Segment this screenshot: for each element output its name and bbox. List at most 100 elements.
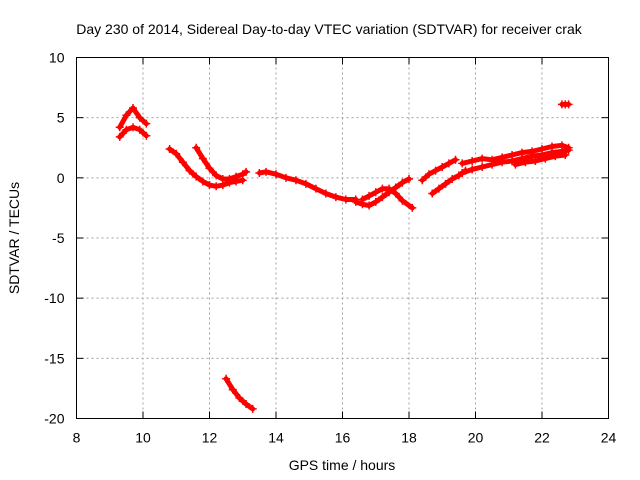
data-point xyxy=(192,143,201,152)
y-tick-label: -15 xyxy=(44,350,64,366)
data-point xyxy=(122,111,131,120)
data-point xyxy=(212,171,221,180)
chart-title: Day 230 of 2014, Sidereal Day-to-day VTE… xyxy=(76,21,582,37)
x-tick-label: 24 xyxy=(601,430,617,446)
x-tick-label: 22 xyxy=(534,430,550,446)
grid-lines xyxy=(76,57,609,419)
data-points xyxy=(115,100,573,413)
data-point xyxy=(272,170,280,179)
data-point xyxy=(142,119,151,128)
data-point xyxy=(331,193,340,202)
x-tick-label: 20 xyxy=(468,430,484,446)
data-point xyxy=(398,178,407,187)
data-point xyxy=(385,184,394,193)
data-point xyxy=(351,197,360,206)
data-point xyxy=(165,144,174,153)
data-point xyxy=(518,148,527,157)
data-point xyxy=(198,154,207,163)
data-series-arc-n xyxy=(557,100,573,109)
data-point xyxy=(448,175,457,184)
x-tick-label: 16 xyxy=(335,430,351,446)
data-point xyxy=(438,163,447,172)
data-point xyxy=(458,169,467,178)
data-point xyxy=(365,191,374,200)
data-point xyxy=(371,197,380,206)
data-point xyxy=(531,156,540,165)
data-point xyxy=(378,193,387,202)
data-point xyxy=(135,125,144,134)
data-point xyxy=(341,195,350,204)
x-axis-label: GPS time / hours xyxy=(289,457,396,473)
data-point xyxy=(541,154,550,163)
data-point xyxy=(262,167,271,176)
data-point xyxy=(431,166,440,175)
axis-ticks: 8 10 12 14 16 18 20 22 24 10 5 0 -5 -10 -15 -20 xyxy=(44,50,616,446)
data-point xyxy=(142,131,151,140)
data-point xyxy=(301,179,310,188)
data-arc xyxy=(256,169,359,202)
data-point xyxy=(398,196,407,205)
data-series-arc-e xyxy=(222,374,257,413)
data-point xyxy=(135,113,144,122)
data-point xyxy=(418,176,427,185)
x-tick-label: 12 xyxy=(202,430,218,446)
x-tick-label: 14 xyxy=(268,430,284,446)
data-point xyxy=(212,182,221,191)
data-point xyxy=(115,123,124,132)
y-tick-label: 0 xyxy=(57,170,65,186)
data-point xyxy=(498,153,507,162)
data-point xyxy=(358,195,367,204)
x-tick-label: 18 xyxy=(401,430,417,446)
data-point xyxy=(255,169,264,178)
data-point xyxy=(225,175,234,184)
data-point xyxy=(511,160,520,169)
data-series-arc-i xyxy=(418,155,460,185)
data-point xyxy=(365,201,374,210)
data-point xyxy=(321,189,330,198)
x-tick-label: 8 xyxy=(73,430,81,446)
data-point xyxy=(434,184,443,193)
data-series-arc-b xyxy=(115,123,151,141)
data-series-arc-d xyxy=(192,143,251,184)
data-point xyxy=(242,167,251,176)
data-series-arc-a xyxy=(115,104,151,132)
data-point xyxy=(178,158,187,167)
data-point xyxy=(115,132,124,141)
data-arc xyxy=(193,145,249,182)
data-point xyxy=(129,123,138,132)
data-point xyxy=(478,163,487,172)
data-point xyxy=(198,177,207,186)
data-point xyxy=(235,394,244,403)
data-point xyxy=(122,125,131,134)
data-point xyxy=(458,159,467,168)
data-point xyxy=(564,100,573,109)
data-series-arc-c xyxy=(165,144,247,191)
data-point xyxy=(551,152,560,161)
data-point xyxy=(405,175,413,184)
data-point xyxy=(468,156,477,165)
data-point xyxy=(228,385,237,394)
data-point xyxy=(129,104,138,113)
y-tick-label: -20 xyxy=(44,411,64,427)
data-point xyxy=(205,164,214,173)
data-point xyxy=(468,165,477,174)
data-point xyxy=(488,155,497,164)
data-series-arc-l xyxy=(458,141,573,168)
data-point xyxy=(547,142,556,151)
data-point xyxy=(444,159,453,168)
data-point xyxy=(242,400,251,409)
data-point xyxy=(424,170,433,179)
data-point xyxy=(564,143,573,152)
data-point xyxy=(557,141,566,150)
data-point xyxy=(371,188,380,197)
data-point xyxy=(311,184,320,193)
data-point xyxy=(451,155,460,164)
data-point xyxy=(478,154,487,163)
data-point xyxy=(185,166,194,175)
data-point xyxy=(521,158,530,167)
data-series-arc-h xyxy=(358,184,417,212)
data-series-arc-f xyxy=(255,167,360,204)
data-point xyxy=(232,172,241,181)
data-point xyxy=(192,172,201,181)
